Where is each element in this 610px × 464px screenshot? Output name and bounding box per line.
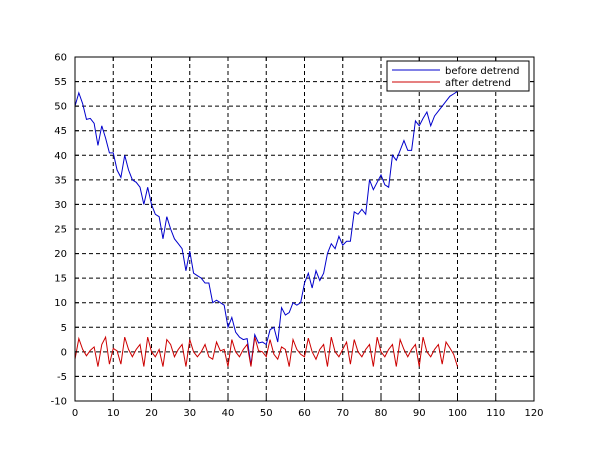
y-tick-label: 25 bbox=[54, 225, 67, 236]
y-tick-label: 45 bbox=[54, 126, 67, 137]
x-tick-label: 80 bbox=[375, 408, 388, 419]
x-tick-label: 40 bbox=[222, 408, 235, 419]
x-tick-label: 10 bbox=[107, 408, 120, 419]
ticks-layer: 0 10 20 30 40 50 60 70 80 90 100 110 120 -10 -5 0 5 10 15 2… bbox=[51, 53, 544, 420]
y-tick-label: 60 bbox=[54, 53, 67, 64]
x-tick-label: 110 bbox=[486, 408, 505, 419]
series-layer bbox=[74, 90, 458, 367]
x-tick-label: 120 bbox=[524, 408, 543, 419]
x-tick-label: 20 bbox=[145, 408, 158, 419]
x-tick-label: 0 bbox=[72, 408, 78, 419]
x-tick-label: 30 bbox=[183, 408, 196, 419]
y-tick-label: 50 bbox=[54, 102, 67, 113]
legend-label-before-detrend: before detrend bbox=[445, 66, 520, 77]
y-tick-label: -5 bbox=[57, 372, 67, 383]
y-tick-label: 35 bbox=[54, 175, 67, 186]
y-tick-label: 40 bbox=[54, 151, 67, 162]
legend-box bbox=[386, 60, 530, 92]
x-tick-label: 100 bbox=[448, 408, 467, 419]
series-line-before-detrend bbox=[74, 90, 458, 366]
y-tick-label: 30 bbox=[54, 200, 67, 211]
x-tick-label: 90 bbox=[413, 408, 426, 419]
grid-layer bbox=[75, 57, 534, 401]
y-tick-label: 20 bbox=[54, 249, 67, 260]
series-line-after-detrend bbox=[74, 335, 458, 367]
x-tick-label: 70 bbox=[336, 408, 349, 419]
x-tick-label: 50 bbox=[260, 408, 273, 419]
legend: before detrend after detrend bbox=[386, 60, 530, 92]
y-tick-label: 0 bbox=[61, 347, 67, 358]
x-tick-label: 60 bbox=[298, 408, 311, 419]
y-tick-label: 10 bbox=[54, 298, 67, 309]
y-tick-label: -10 bbox=[51, 397, 67, 408]
legend-label-after-detrend: after detrend bbox=[445, 78, 511, 89]
y-tick-label: 15 bbox=[54, 274, 67, 285]
y-tick-label: 55 bbox=[54, 77, 67, 88]
y-tick-label: 5 bbox=[61, 323, 67, 334]
